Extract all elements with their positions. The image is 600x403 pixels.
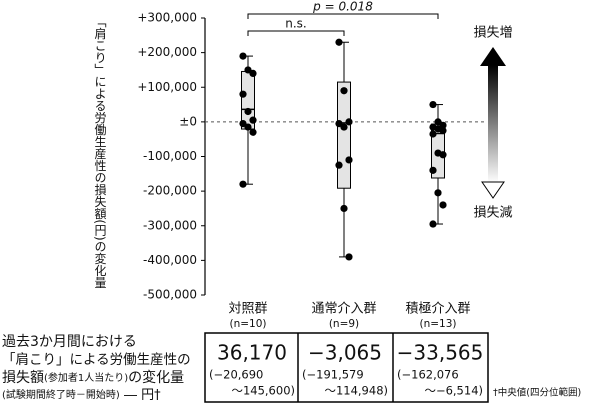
- data-point: [335, 38, 343, 46]
- category-label: 積極介入群: [405, 301, 470, 317]
- table-description: 「肩こり」による労働生産性の: [2, 352, 191, 368]
- y-tick-label: +200,000: [137, 45, 197, 59]
- data-point: [439, 126, 447, 135]
- description-part: の変化量: [128, 369, 184, 386]
- y-tick-label: -200,000: [143, 184, 197, 198]
- n-label: (n=10): [229, 318, 266, 330]
- data-point: [244, 66, 252, 74]
- n-label: (n=13): [419, 318, 456, 330]
- data-point: [429, 166, 437, 174]
- description-line: 「肩こり」による労働生産性の: [2, 352, 191, 368]
- iqr-high-cell: ～145,600): [231, 384, 295, 398]
- data-point: [239, 52, 247, 60]
- data-point: [239, 90, 247, 98]
- iqr-low-cell: (−20,690: [209, 368, 263, 382]
- data-point: [340, 87, 348, 95]
- median-cell: 36,170: [217, 341, 287, 365]
- y-axis-title: 「肩こり」による労働生産性の損失額(円)の変化量: [93, 15, 107, 288]
- description-line: 過去3か月間における: [2, 334, 137, 350]
- box: [337, 81, 351, 189]
- data-point: [249, 69, 257, 77]
- data-point: [429, 100, 437, 109]
- significance-label: p = 0.018: [312, 0, 373, 14]
- data-point: [439, 151, 447, 159]
- data-point: [345, 156, 353, 164]
- data-point: [335, 120, 343, 128]
- y-tick-label: -100,000: [143, 149, 197, 163]
- category-label: 対照群: [228, 302, 267, 317]
- description-part: (参加者1人当たり): [44, 371, 128, 384]
- footnote: †中央値(四分位範囲): [493, 387, 581, 399]
- median-cell: −3,065: [308, 341, 382, 365]
- description-part: ― 円†: [120, 388, 161, 403]
- iqr-low-cell: (−162,076: [397, 368, 459, 382]
- data-point: [429, 220, 437, 228]
- category-label: 通常介入群: [311, 302, 376, 317]
- significance-bracket: [247, 30, 345, 36]
- arrow-label: 損失増: [473, 26, 512, 41]
- n-label: (n=9): [329, 318, 359, 330]
- iqr-low-cell: (−191,579: [302, 368, 364, 382]
- loss-arrow: [480, 47, 506, 199]
- data-point: [429, 130, 437, 138]
- data-point: [249, 116, 257, 124]
- data-point: [345, 253, 353, 261]
- iqr-high-cell: ～114,948): [324, 384, 388, 398]
- data-point: [244, 107, 252, 116]
- data-point: [340, 123, 348, 131]
- data-point: [335, 161, 343, 169]
- table: [204, 332, 489, 403]
- data-point: [439, 121, 447, 129]
- y-tick-label: -300,000: [143, 218, 197, 232]
- data-point: [239, 180, 247, 188]
- description-part: (試験期間終了時－開始時): [2, 388, 120, 401]
- y-tick-label: +100,000: [137, 80, 197, 94]
- iqr-high-cell: ～−6,514): [424, 384, 483, 398]
- table-description: 過去3か月間における: [2, 334, 137, 350]
- data-point: [434, 189, 442, 197]
- median-cell: −33,565: [397, 341, 484, 365]
- y-tick-label: ±0: [179, 114, 197, 128]
- description-part: 損失額: [2, 370, 44, 386]
- data-point: [244, 123, 252, 131]
- data-point: [340, 204, 348, 213]
- table-description: 損失額(参加者1人当たり)の変化量: [2, 369, 184, 386]
- arrow-label: 損失減: [473, 205, 512, 221]
- data-point: [434, 118, 442, 126]
- y-tick-label: -400,000: [143, 253, 197, 267]
- y-tick-label: +300,000: [137, 11, 197, 25]
- table-description: (試験期間終了時－開始時) ― 円†: [2, 388, 161, 403]
- y-tick-label: -500,000: [143, 288, 197, 302]
- data-point: [239, 120, 247, 128]
- data-point: [249, 128, 257, 136]
- data-point: [345, 118, 353, 126]
- significance-bracket: [247, 13, 439, 19]
- significance-label: n.s.: [285, 17, 307, 31]
- data-point: [439, 201, 447, 209]
